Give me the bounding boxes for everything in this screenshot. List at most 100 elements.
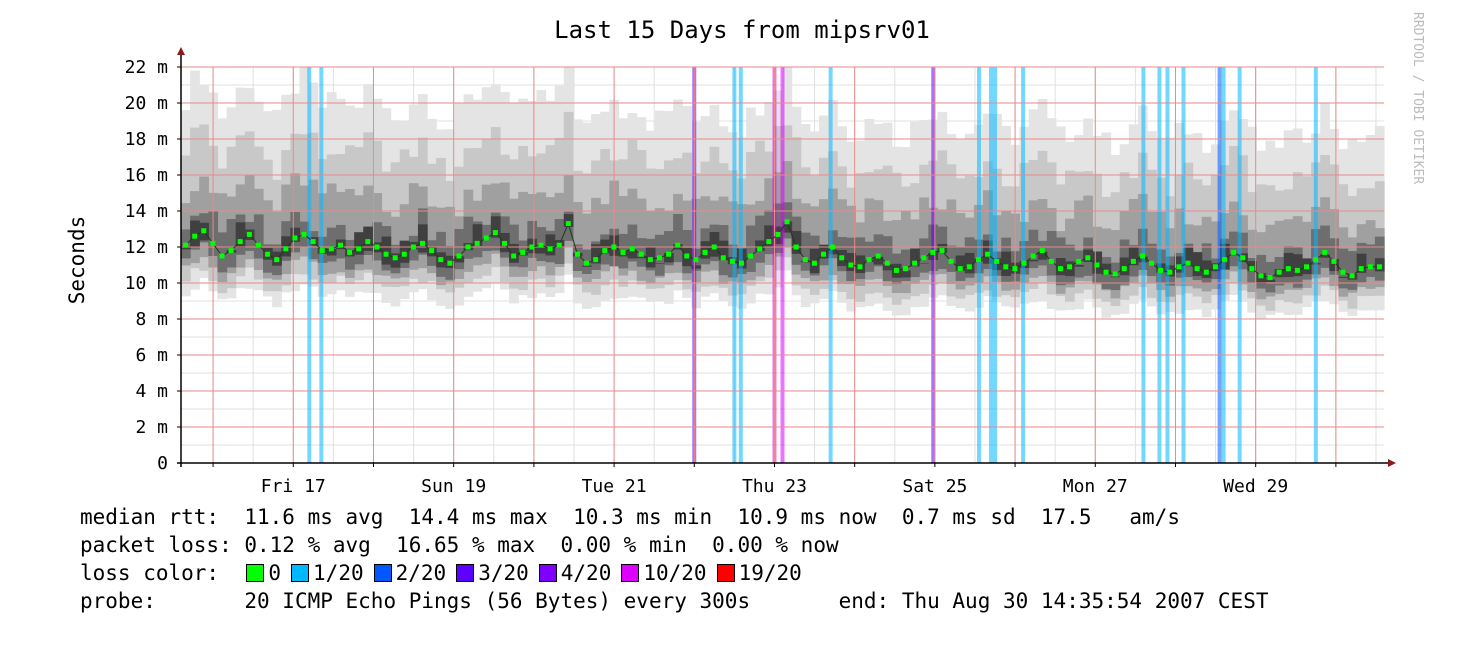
smoke-segment — [664, 252, 674, 263]
packet-loss-label: packet loss: — [80, 533, 232, 557]
median-point — [738, 260, 744, 266]
smoke-segment — [800, 232, 811, 271]
median-point — [994, 258, 1000, 264]
smoke-segment — [1329, 238, 1340, 275]
smoke-segment — [463, 216, 474, 259]
median-point — [985, 251, 991, 257]
smoke-segment — [627, 249, 638, 259]
median-point — [538, 242, 544, 248]
smoke-segment — [718, 240, 729, 261]
median-point — [1085, 255, 1091, 261]
median-point — [629, 246, 635, 252]
smoke-segment — [1147, 243, 1157, 277]
probe-row: probe: 20 ICMP Echo Pings (56 Bytes) eve… — [80, 589, 1269, 613]
smoke-segment — [372, 222, 383, 261]
smoke-segment — [864, 198, 875, 280]
median-point — [848, 262, 854, 268]
median-point — [693, 257, 699, 263]
median-point — [1258, 273, 1264, 279]
median-point — [1067, 264, 1073, 270]
loss-event-bar — [1157, 67, 1162, 463]
median-point — [811, 260, 817, 266]
median-point — [839, 255, 845, 261]
smoke-segment — [1265, 279, 1276, 282]
median-point — [1212, 264, 1218, 270]
smoke-segment — [1037, 199, 1048, 277]
loss-color-label: loss color: — [80, 561, 220, 585]
median-point — [1203, 269, 1209, 275]
median-point — [547, 246, 553, 252]
smoke-segment — [654, 263, 665, 264]
loss-legend-label: 2/20 — [395, 561, 447, 585]
x-axis-ticks: Fri 17 Sun 19 Tue 21 Thu 23 Sat 25 Mon 27 Wed … — [212, 463, 1337, 497]
packet-loss-row: packet loss: 0.12 % avg 16.65 % max 0.00… — [80, 533, 839, 557]
smoke-segment — [755, 215, 765, 263]
median-point — [903, 266, 909, 272]
loss-event-bar — [989, 67, 994, 463]
median-point — [1158, 267, 1164, 273]
probe-value: 20 ICMP Echo Pings (56 Bytes) every 300s — [244, 589, 751, 613]
smoke-segment — [591, 244, 601, 264]
median-point — [255, 242, 261, 248]
median-point — [948, 258, 954, 264]
y-tick-label: 0 — [157, 453, 168, 474]
median-point — [374, 244, 380, 250]
smoke-segment — [855, 255, 866, 274]
loss-legend-item: 10/20 — [619, 561, 707, 585]
y-tick-label: 12 m — [125, 237, 168, 258]
median-point — [748, 253, 754, 259]
smoke-segment — [582, 213, 592, 283]
median-point — [857, 264, 863, 270]
smoke-segment — [1046, 230, 1057, 276]
smoke-segment — [572, 201, 583, 278]
median-point — [1176, 264, 1182, 270]
loss-event-bar — [993, 67, 998, 463]
median-point — [1304, 264, 1310, 270]
loss-swatch — [621, 564, 640, 582]
median-point — [1167, 269, 1173, 275]
median-point — [711, 244, 717, 250]
smoke-segment — [828, 249, 838, 255]
median-point — [228, 248, 234, 254]
loss-legend-label: 0 — [268, 561, 282, 585]
y-tick-label: 6 m — [135, 345, 168, 366]
median-point — [675, 242, 681, 248]
smoke-segment — [1183, 247, 1194, 267]
median-point — [1130, 258, 1136, 264]
y-tick-label: 20 m — [125, 93, 168, 114]
median-point — [337, 242, 343, 248]
smoke-segment — [709, 232, 720, 257]
smoke-segment — [563, 214, 574, 228]
median-point — [565, 221, 571, 227]
median-point — [520, 249, 526, 255]
smoke-segment — [217, 232, 228, 273]
loss-legend-label: 10/20 — [643, 561, 707, 585]
median-point — [574, 251, 580, 257]
axes — [177, 47, 1396, 467]
median-point — [1057, 266, 1063, 272]
x-axis-arrow — [1388, 459, 1396, 467]
median-point — [1340, 269, 1346, 275]
median-point — [1021, 260, 1027, 266]
median-point — [420, 240, 426, 246]
smoke-segment — [244, 175, 255, 260]
median-point — [1222, 257, 1228, 263]
smoke-segment — [536, 245, 547, 254]
loss-event-bar — [1165, 67, 1170, 463]
y-tick-label: 2 m — [135, 417, 168, 438]
smoke-segment — [1201, 260, 1212, 279]
loss-event-bar — [1221, 67, 1226, 463]
median-point — [1012, 266, 1018, 272]
smoke-segment — [964, 252, 975, 274]
y-tick-label: 16 m — [125, 165, 168, 186]
smoke-segment — [1192, 252, 1203, 277]
loss-legend-item: 1/20 — [289, 561, 364, 585]
loss-legend-label: 1/20 — [313, 561, 364, 585]
median-point — [301, 231, 307, 237]
smoke-segment — [427, 206, 437, 274]
smoke-segment — [818, 199, 829, 281]
smoke-segment — [782, 221, 793, 233]
loss-legend-item: 3/20 — [454, 561, 529, 585]
median-point — [593, 257, 599, 263]
smoke-segment — [1001, 251, 1011, 276]
